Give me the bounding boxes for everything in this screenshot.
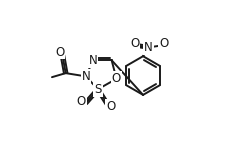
Text: O: O bbox=[159, 37, 168, 50]
Text: O: O bbox=[55, 46, 64, 59]
Text: O: O bbox=[130, 37, 139, 50]
Text: N: N bbox=[81, 70, 90, 83]
Text: S: S bbox=[94, 83, 102, 96]
Text: O: O bbox=[106, 100, 115, 113]
Text: O: O bbox=[77, 95, 86, 108]
Text: N: N bbox=[89, 54, 97, 67]
Text: N: N bbox=[144, 41, 153, 54]
Text: O: O bbox=[112, 72, 121, 85]
